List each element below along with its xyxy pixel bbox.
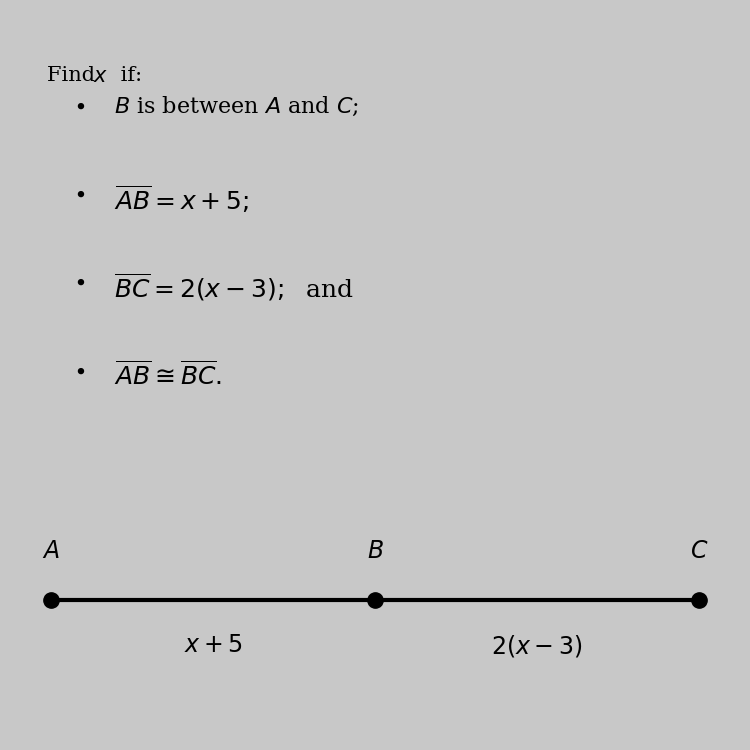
Text: $\bullet$: $\bullet$ [74, 95, 86, 116]
Text: $x + 5$: $x + 5$ [184, 633, 242, 657]
Text: $x$: $x$ [93, 66, 108, 86]
Text: $C$: $C$ [690, 538, 708, 562]
Text: if:: if: [114, 66, 142, 85]
Text: $\overline{BC} = 2(x - 3);$  and: $\overline{BC} = 2(x - 3);$ and [114, 272, 353, 303]
Text: $A$: $A$ [42, 538, 60, 562]
Text: $2(x - 3)$: $2(x - 3)$ [491, 633, 583, 658]
Text: $B$ is between $A$ and $C$;: $B$ is between $A$ and $C$; [114, 95, 358, 118]
Text: $\overline{AB} = x + 5;$: $\overline{AB} = x + 5;$ [114, 184, 249, 214]
Text: $\bullet$: $\bullet$ [74, 272, 86, 292]
Text: $B$: $B$ [367, 538, 383, 562]
Text: $\bullet$: $\bullet$ [74, 360, 86, 380]
Text: $\bullet$: $\bullet$ [74, 184, 86, 203]
Text: $\overline{AB} \cong \overline{BC}.$: $\overline{AB} \cong \overline{BC}.$ [114, 360, 222, 389]
Text: Find: Find [47, 66, 102, 85]
